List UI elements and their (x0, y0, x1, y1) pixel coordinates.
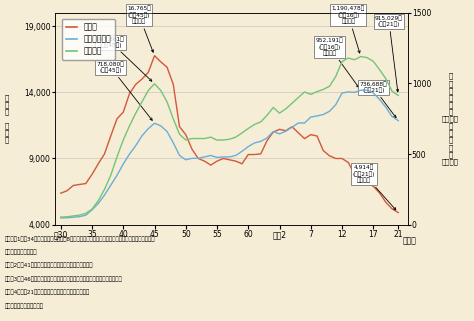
Text: 3　昦46年以前の件数、死者数及び死傷者数には、沖縄県を含まない。: 3 昦46年以前の件数、死者数及び死傷者数には、沖縄県を含まない。 (5, 276, 122, 282)
Text: （注）、1　昦34年までは軽微な被害（8日未満の負宷、２万円以下の物的損害）事故は、含まれて: （注）、1 昦34年までは軽微な被害（8日未満の負宷、２万円以下の物的損害）事故… (5, 236, 155, 241)
Text: 997,861人
(昭和45年): 997,861人 (昭和45年) (97, 36, 152, 81)
Text: 4　平成21年の交通事故件数、死傷者数は概数。: 4 平成21年の交通事故件数、死傷者数は概数。 (5, 290, 90, 295)
Y-axis label: 死
者
数

（
人
）: 死 者 数 （ 人 ） (5, 94, 9, 143)
Text: 2　昦41年以降の件数には、物損事故を含まない。: 2 昦41年以降の件数には、物損事故を含まない。 (5, 263, 93, 268)
Y-axis label: 交
通
事
故
件
数
（千件）
／
死
傷
者
数
（千人）: 交 通 事 故 件 数 （千件） ／ 死 傷 者 数 （千人） (442, 73, 459, 165)
Text: 4,914人
(平成21年)
近年最小: 4,914人 (平成21年) 近年最小 (353, 165, 396, 210)
Text: いない。: いない。 (5, 249, 37, 255)
Legend: 死者数, 交通事故件数, 死傷者数: 死者数, 交通事故件数, 死傷者数 (62, 19, 115, 59)
Text: 1,190,478人
(平成16年)
過去最多: 1,190,478人 (平成16年) 過去最多 (332, 6, 365, 53)
Text: 718,080件
(昭和45年): 718,080件 (昭和45年) (97, 61, 152, 120)
Text: （年）: （年） (403, 236, 417, 245)
Text: 952,191件
(平成16年)
過去最多: 952,191件 (平成16年) 過去最多 (316, 38, 359, 87)
Text: 915,029人
(平成21年): 915,029人 (平成21年) (375, 15, 403, 92)
Text: 資料）警察庁資料より作成: 資料）警察庁資料より作成 (5, 303, 44, 309)
Text: 736,688件
(平成21年): 736,688件 (平成21年) (359, 81, 396, 118)
Text: 16,765人
(昭和45年)
過去最多: 16,765人 (昭和45年) 過去最多 (127, 6, 154, 52)
